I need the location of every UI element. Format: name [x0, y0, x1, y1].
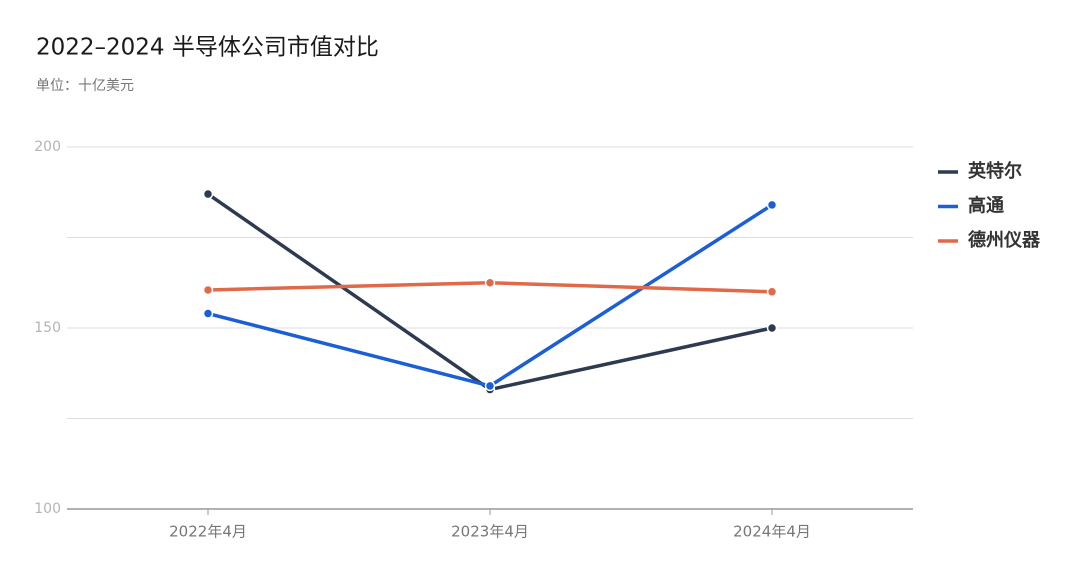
- x-tick-label: 2023年4月: [451, 523, 529, 541]
- data-point: [484, 380, 496, 392]
- data-point: [202, 308, 214, 319]
- legend-label: 德州仪器: [968, 229, 1041, 251]
- chart-title: 2022–2024 半导体公司市值对比: [36, 35, 379, 61]
- data-point: [202, 284, 214, 296]
- y-tick-label: 100: [34, 501, 61, 517]
- data-point: [484, 277, 496, 288]
- data-point: [766, 322, 778, 334]
- y-tick-label: 150: [34, 320, 61, 336]
- chart-subtitle: 单位：十亿美元: [36, 78, 134, 94]
- data-point: [766, 199, 778, 211]
- y-tick-label: 200: [34, 139, 61, 155]
- x-tick-label: 2024年4月: [733, 523, 811, 541]
- x-tick-label: 2022年4月: [169, 523, 247, 541]
- legend-label: 英特尔: [967, 160, 1022, 182]
- data-point: [202, 188, 214, 200]
- legend-label: 高通: [968, 195, 1004, 217]
- data-point: [766, 286, 778, 298]
